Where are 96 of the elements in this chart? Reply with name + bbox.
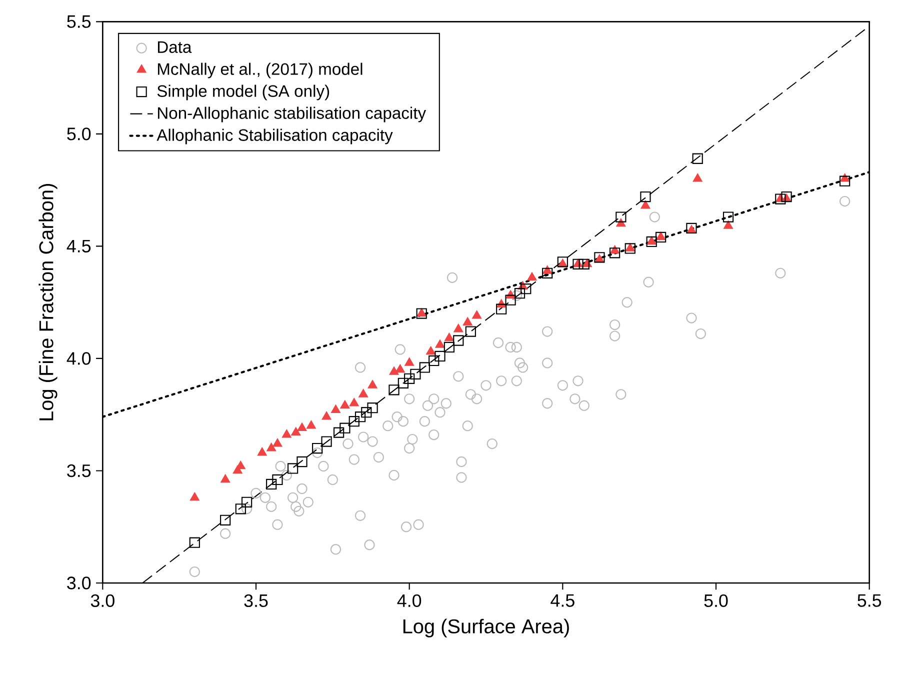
point: [444, 332, 454, 342]
y-tick-label: 4.5: [66, 240, 91, 252]
point: [395, 364, 405, 373]
point: [646, 236, 657, 248]
x-tick-label: 4.0: [397, 594, 422, 608]
point: [331, 404, 340, 414]
point: [349, 398, 359, 406]
point: [656, 232, 666, 240]
x-axis-title: Log (Surface Area): [403, 618, 569, 638]
point: [610, 245, 620, 254]
point: [465, 326, 476, 337]
point: [358, 389, 368, 398]
point: [297, 422, 307, 431]
point: [453, 335, 464, 346]
point: [410, 368, 421, 380]
legend-label: Simple model (SA only): [157, 84, 330, 100]
point: [190, 492, 200, 501]
point: [354, 412, 366, 422]
point: [368, 380, 378, 388]
point: [578, 258, 590, 270]
y-tick-label: 3.5: [67, 464, 91, 478]
point: [321, 436, 332, 447]
point: [416, 308, 426, 316]
point: [389, 366, 399, 375]
point: [306, 420, 316, 429]
point: [416, 308, 427, 319]
legend-label: McNally et al., (2017) model: [158, 62, 362, 78]
point: [428, 355, 440, 366]
point: [348, 416, 360, 427]
y-tick-label: 5.5: [67, 15, 91, 28]
point: [404, 358, 414, 366]
point: [722, 212, 734, 222]
point: [462, 317, 472, 326]
point: [266, 442, 276, 452]
point: [272, 474, 283, 486]
point: [692, 174, 702, 182]
point: [454, 324, 464, 332]
point: [781, 191, 792, 202]
point: [398, 378, 409, 388]
point: [472, 310, 482, 319]
y-tick-label: 5.0: [67, 128, 91, 140]
point: [257, 447, 267, 456]
point: [322, 412, 332, 420]
point: [220, 514, 231, 526]
x-tick-label: 5.0: [704, 594, 728, 608]
point: [367, 402, 378, 414]
point: [840, 174, 850, 182]
point: [419, 362, 430, 373]
point: [282, 429, 292, 438]
point: [266, 478, 277, 490]
point: [361, 407, 372, 418]
point: [542, 266, 552, 274]
point: [624, 243, 636, 254]
point: [640, 191, 651, 202]
point: [434, 350, 446, 362]
point: [655, 232, 666, 243]
x-tick-label: 5.5: [858, 594, 882, 607]
point: [692, 153, 703, 164]
point: [686, 222, 697, 234]
point: [189, 537, 200, 548]
point: [542, 268, 553, 278]
legend-label: Data: [158, 41, 192, 53]
point: [333, 427, 344, 438]
point: [340, 422, 350, 434]
point: [272, 438, 282, 447]
point: [616, 212, 626, 222]
point: [291, 427, 301, 436]
point: [505, 294, 516, 306]
legend-label: Non-Allophanic stabilisation capacity: [158, 106, 426, 122]
y-tick-label: 3.0: [67, 576, 91, 590]
point: [220, 474, 230, 483]
point: [340, 400, 350, 409]
point: [839, 176, 850, 186]
legend-label: Allophanic Stabilisation capacity: [156, 128, 393, 144]
x-tick-label: 3.5: [244, 594, 268, 608]
point: [609, 248, 620, 258]
point: [444, 342, 455, 353]
x-tick-label: 4.5: [550, 594, 574, 607]
point: [640, 200, 650, 209]
point: [724, 220, 733, 229]
point: [435, 340, 445, 348]
point: [775, 194, 786, 204]
point: [388, 384, 400, 396]
point: [496, 304, 507, 314]
point: [520, 284, 532, 294]
y-axis-title: Log (Fine Fraction Carbon): [38, 184, 58, 420]
point: [514, 288, 526, 299]
x-tick-label: 3.0: [90, 594, 114, 608]
point: [404, 373, 415, 384]
point: [527, 272, 537, 281]
point: [646, 236, 656, 245]
point: [296, 456, 308, 468]
point: [287, 463, 298, 474]
point: [625, 243, 635, 252]
y-tick-label: 4.0: [66, 352, 91, 365]
point: [426, 346, 436, 355]
